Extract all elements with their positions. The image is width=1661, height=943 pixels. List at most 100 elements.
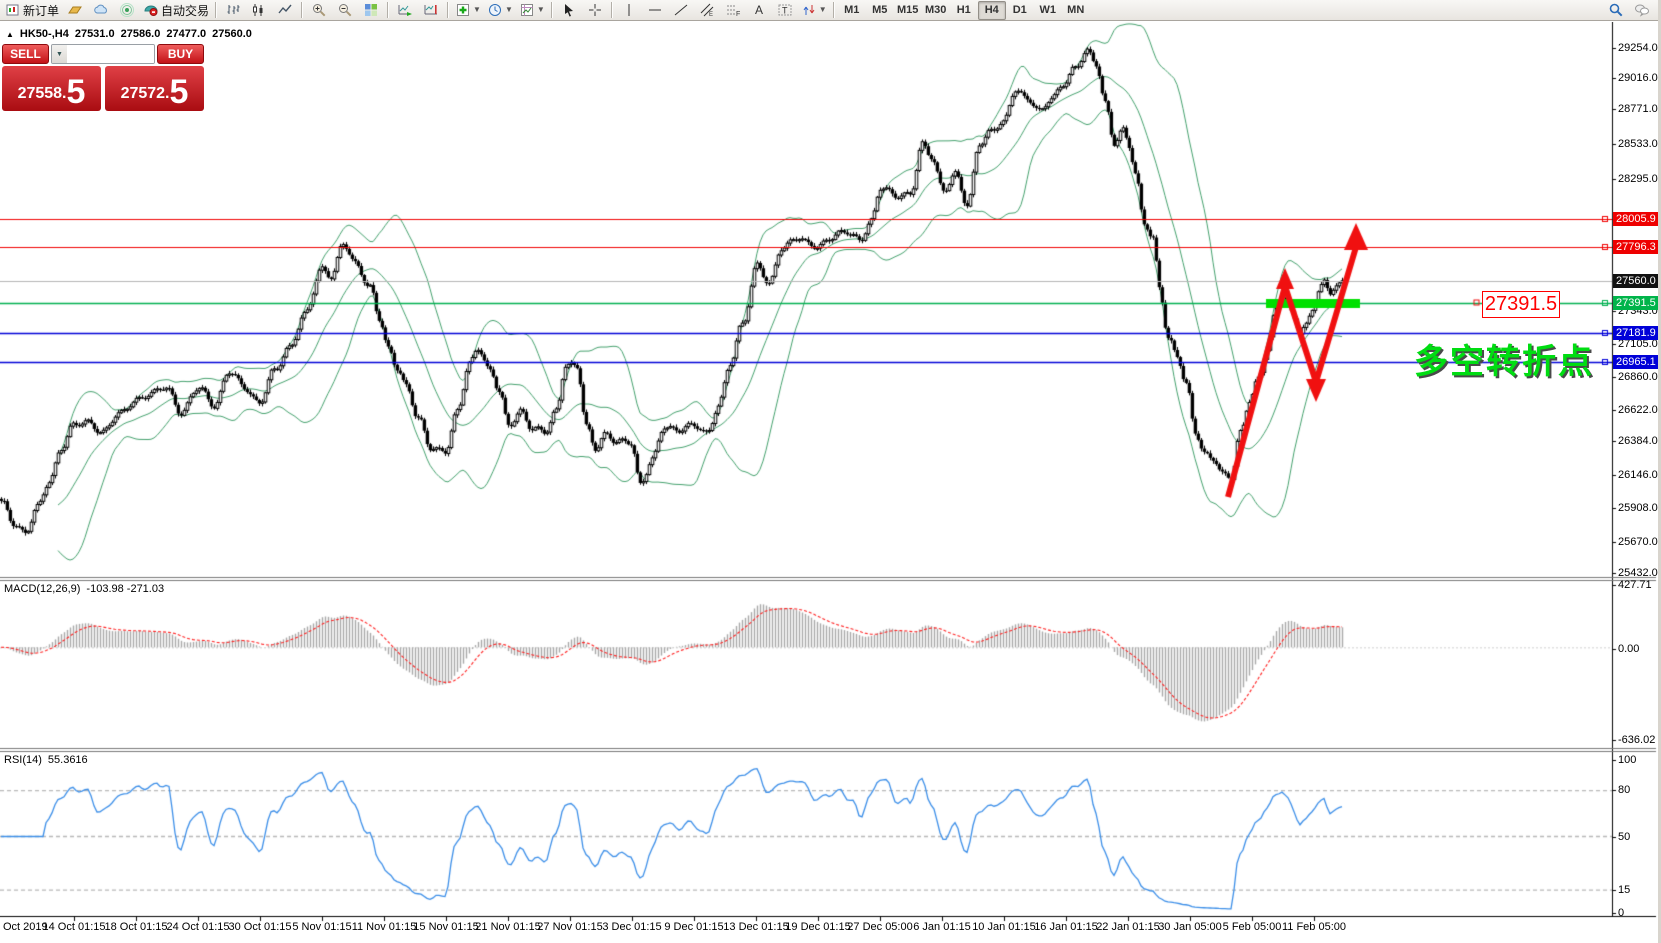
toolbar-gold-button[interactable] xyxy=(62,0,88,20)
direction-up-icon: ▲ xyxy=(6,29,14,39)
cursor-icon xyxy=(561,2,577,18)
channel-icon: E xyxy=(699,2,715,18)
timeframe-m30[interactable]: M30 xyxy=(925,4,947,16)
toolbar-separator xyxy=(550,2,553,18)
toolbar-label-button[interactable]: T xyxy=(772,0,798,20)
toolbar-fibo-button[interactable]: F xyxy=(720,0,746,20)
toolbar-vline-button[interactable] xyxy=(616,0,642,20)
zoom-in-icon xyxy=(311,2,327,18)
sell-price: 27558. xyxy=(17,85,67,102)
gold-icon xyxy=(67,2,83,18)
chevron-down-icon[interactable]: ▼ xyxy=(504,5,513,14)
toolbar-signal-button[interactable] xyxy=(114,0,140,20)
toolbar-autotrade-button[interactable]: 自动交易 xyxy=(140,0,212,20)
toolbar-separator xyxy=(447,2,450,18)
toolbar-templates-button[interactable]: ▼ xyxy=(516,0,548,20)
svg-text:A: A xyxy=(755,3,763,17)
tile-windows-icon xyxy=(363,2,379,18)
auto-scroll-icon xyxy=(397,2,413,18)
toolbar-search-button[interactable] xyxy=(1603,0,1629,20)
chart-shift-icon xyxy=(423,2,439,18)
timeframe-m1[interactable]: M1 xyxy=(844,4,860,16)
toolbar-separator xyxy=(301,2,304,18)
signal-icon xyxy=(119,2,135,18)
toolbar-crosshair-button[interactable] xyxy=(582,0,608,20)
main-toolbar: 新订单 自动交易 ▼ ▼ ▼ E F A T ▼ M1 M5 M15 M30 H1 H4 D1 W1 MN xyxy=(0,0,1661,21)
buy-price: 27572. xyxy=(120,85,170,102)
toolbar-hline-button[interactable] xyxy=(642,0,668,20)
turning-point-annotation[interactable]: 多空转折点 xyxy=(1414,343,1594,381)
periods-icon xyxy=(487,2,503,18)
toolbar-zoom-out-button[interactable] xyxy=(332,0,358,20)
toolbar-bars-chart-button[interactable] xyxy=(220,0,246,20)
svg-text:E: E xyxy=(709,12,713,18)
buy-price-big-digit: 5 xyxy=(169,73,189,111)
toolbar-text-button[interactable]: A xyxy=(746,0,772,20)
sell-button[interactable]: SELL xyxy=(2,44,49,64)
timeframe-d1[interactable]: D1 xyxy=(1012,4,1027,16)
toolbar-arrows-button[interactable]: ▼ xyxy=(798,0,830,20)
label-icon: T xyxy=(777,2,793,18)
toolbar-cloud-button[interactable] xyxy=(88,0,114,20)
sell-price-panel[interactable]: 27558. 5 xyxy=(2,66,101,111)
toolbar-zoom-in-button[interactable] xyxy=(306,0,332,20)
toolbar-line-chart-button[interactable] xyxy=(272,0,298,20)
one-click-trading-panel: SELL ▼ ▲ BUY 27558.5 27572.5 xyxy=(2,44,204,111)
toolbar-cursor-button[interactable] xyxy=(556,0,582,20)
candles-chart-icon xyxy=(251,2,267,18)
timeframe-m5[interactable]: M5 xyxy=(872,4,888,16)
chat-icon xyxy=(1634,2,1650,18)
templates-icon xyxy=(519,2,535,18)
cloud-icon xyxy=(93,2,109,18)
timeframe-m15[interactable]: M15 xyxy=(897,4,919,16)
chevron-down-icon[interactable]: ▼ xyxy=(473,5,481,14)
toolbar-right-group xyxy=(1603,0,1655,20)
toolbar-indicators-button[interactable]: ▼ xyxy=(452,0,484,20)
timeframe-h4[interactable]: H4 xyxy=(977,0,1006,20)
svg-text:T: T xyxy=(782,6,788,16)
symbol-name: HK50-,H4 xyxy=(19,28,69,40)
toolbar-chart-shift-button[interactable] xyxy=(418,0,444,20)
volume-stepper: ▼ ▲ xyxy=(51,44,155,64)
price-note-box[interactable]: 27391.5 xyxy=(1482,291,1560,318)
sell-price-big-digit: 5 xyxy=(66,73,86,111)
toolbar-candles-chart-button[interactable] xyxy=(246,0,272,20)
toolbar-button-label: 新订单 xyxy=(23,3,60,18)
search-icon xyxy=(1608,2,1624,18)
bar-close: 27560.0 xyxy=(212,28,252,40)
volume-input[interactable] xyxy=(67,45,154,63)
toolbar-chat-button[interactable] xyxy=(1629,0,1655,20)
toolbar-new-order-button[interactable]: 新订单 xyxy=(2,0,62,20)
trendline-icon xyxy=(673,2,689,18)
buy-price-panel[interactable]: 27572. 5 xyxy=(105,66,204,111)
toolbar-button-label: 自动交易 xyxy=(161,3,210,18)
timeframe-w1[interactable]: W1 xyxy=(1039,4,1056,16)
bar-open: 27531.0 xyxy=(74,28,115,40)
timeframe-mn[interactable]: MN xyxy=(1067,4,1085,16)
toolbar-channel-button[interactable]: E xyxy=(694,0,720,20)
arrows-icon xyxy=(801,2,817,18)
bars-chart-icon xyxy=(225,2,241,18)
toolbar-separator xyxy=(610,2,613,18)
crosshair-icon xyxy=(587,2,603,18)
toolbar-auto-scroll-button[interactable] xyxy=(392,0,418,20)
chevron-down-icon[interactable]: ▼ xyxy=(818,5,827,14)
timeframe-h1[interactable]: H1 xyxy=(956,4,971,16)
bar-low: 27477.0 xyxy=(166,28,207,40)
toolbar-trendline-button[interactable] xyxy=(668,0,694,20)
text-icon: A xyxy=(751,2,767,18)
autotrade-icon xyxy=(143,2,159,18)
fibo-icon: F xyxy=(725,2,741,18)
chevron-down-icon[interactable]: ▼ xyxy=(536,5,545,14)
toolbar-periods-button[interactable]: ▼ xyxy=(484,0,516,20)
chart-window: ▲ HK50-,H4 27531.0 27586.0 27477.0 27560… xyxy=(0,22,1661,943)
svg-text:F: F xyxy=(736,11,740,18)
toolbar-separator xyxy=(387,2,390,18)
indicators-icon xyxy=(455,2,471,18)
toolbar-tile-windows-button[interactable] xyxy=(358,0,384,20)
window-edge xyxy=(1658,0,1661,943)
chart-canvas[interactable] xyxy=(0,22,1661,943)
hline-icon xyxy=(647,2,663,18)
buy-button[interactable]: BUY xyxy=(157,44,204,64)
volume-decrease-button[interactable]: ▼ xyxy=(52,45,67,63)
